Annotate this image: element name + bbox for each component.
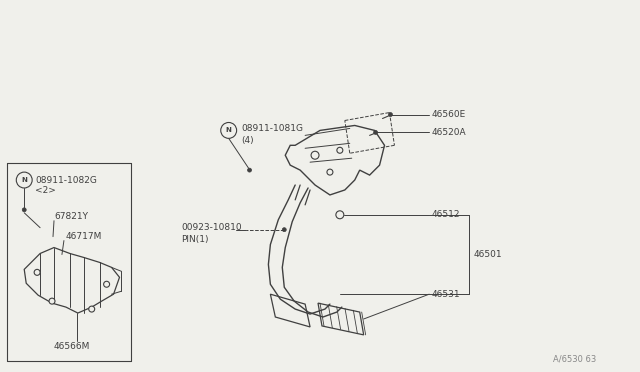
Circle shape — [327, 169, 333, 175]
Text: N: N — [226, 128, 232, 134]
Text: N: N — [21, 177, 27, 183]
Text: 46717M: 46717M — [66, 232, 102, 241]
Text: 46512: 46512 — [431, 210, 460, 219]
Text: 08911-1082G: 08911-1082G — [35, 176, 97, 185]
Text: PIN(1): PIN(1) — [181, 235, 209, 244]
Circle shape — [49, 298, 55, 304]
Circle shape — [337, 147, 343, 153]
Text: 08911-1081G: 08911-1081G — [241, 124, 303, 133]
Text: 46566M: 46566M — [54, 342, 90, 351]
Text: A/6530 63: A/6530 63 — [553, 354, 596, 363]
Circle shape — [374, 131, 378, 134]
Text: 46520A: 46520A — [431, 128, 466, 137]
Circle shape — [221, 122, 237, 138]
Text: 67821Y: 67821Y — [54, 212, 88, 221]
Circle shape — [34, 269, 40, 275]
Circle shape — [336, 211, 344, 219]
Text: <2>: <2> — [35, 186, 56, 195]
Circle shape — [16, 172, 32, 188]
Text: 46501: 46501 — [474, 250, 502, 259]
Text: 00923-10810: 00923-10810 — [181, 223, 242, 232]
Text: 46560E: 46560E — [431, 110, 465, 119]
Text: 46531: 46531 — [431, 290, 460, 299]
Circle shape — [248, 168, 252, 172]
Text: (4): (4) — [241, 136, 254, 145]
Circle shape — [282, 228, 286, 232]
Circle shape — [311, 151, 319, 159]
Circle shape — [89, 306, 95, 312]
Circle shape — [388, 113, 392, 116]
Circle shape — [104, 281, 109, 287]
Circle shape — [22, 208, 26, 212]
